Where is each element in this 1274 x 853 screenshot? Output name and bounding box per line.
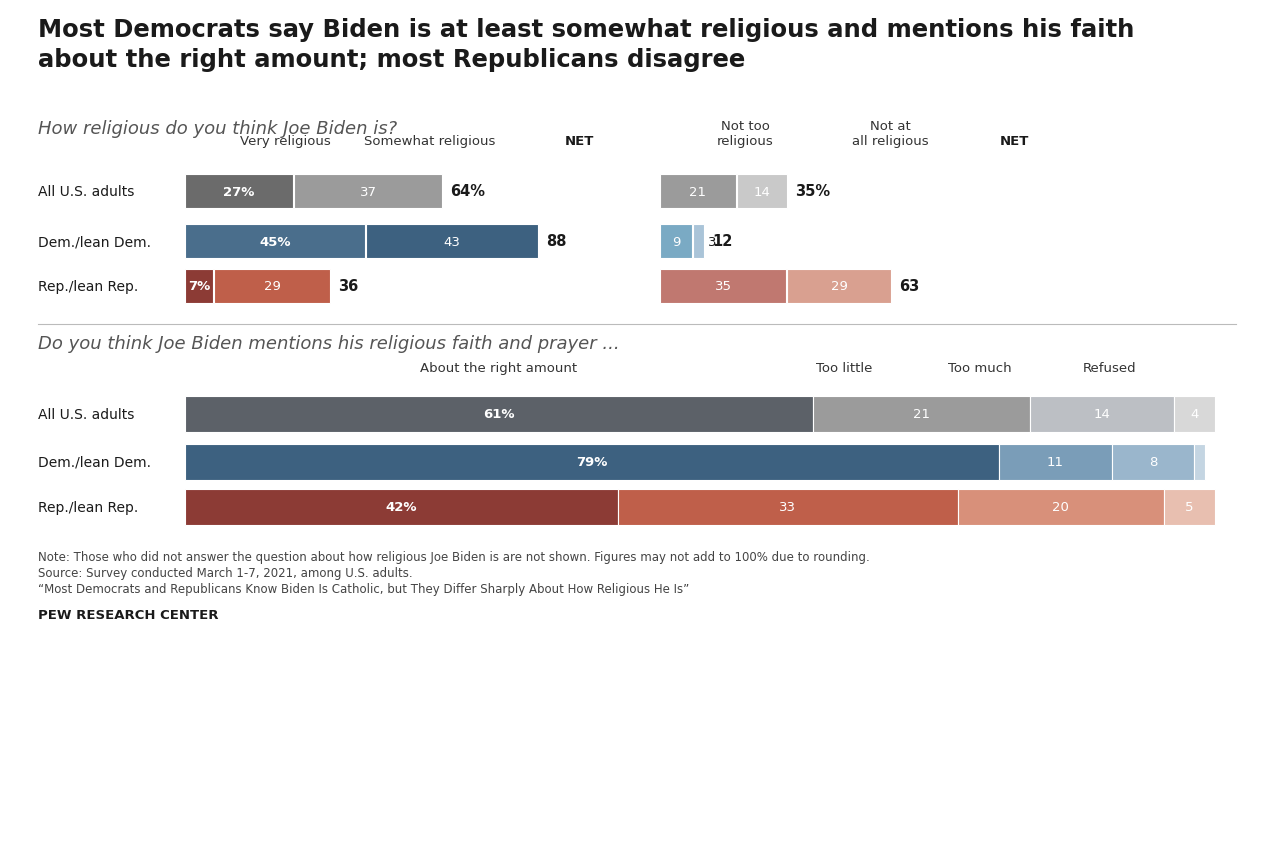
Bar: [1163, 490, 1215, 525]
Bar: [660, 224, 692, 258]
Text: 42%: 42%: [386, 501, 417, 514]
Text: 29: 29: [264, 280, 280, 293]
Text: Dem./lean Dem.: Dem./lean Dem.: [38, 456, 152, 469]
Text: 33: 33: [778, 501, 796, 514]
Text: 11: 11: [1047, 456, 1064, 469]
Text: About the right amount: About the right amount: [420, 362, 577, 374]
Bar: [366, 224, 538, 258]
Bar: [185, 444, 999, 480]
Bar: [214, 270, 330, 304]
Bar: [185, 175, 293, 209]
Text: 21: 21: [913, 408, 930, 421]
Text: Note: Those who did not answer the question about how religious Joe Biden is are: Note: Those who did not answer the quest…: [38, 550, 870, 563]
Text: 4: 4: [1190, 408, 1199, 421]
Text: Dem./lean Dem.: Dem./lean Dem.: [38, 235, 152, 249]
Text: Somewhat religious: Somewhat religious: [364, 135, 496, 148]
Text: All U.S. adults: All U.S. adults: [38, 408, 134, 421]
Text: How religious do you think Joe Biden is?: How religious do you think Joe Biden is?: [38, 120, 397, 138]
Bar: [1173, 397, 1215, 432]
Text: 43: 43: [443, 235, 460, 248]
Text: Not too
religious: Not too religious: [716, 120, 773, 148]
Text: 14: 14: [753, 185, 771, 198]
Text: Not at
all religious: Not at all religious: [852, 120, 929, 148]
Bar: [185, 397, 813, 432]
Text: NET: NET: [564, 135, 595, 148]
Text: Rep./lean Rep.: Rep./lean Rep.: [38, 501, 139, 514]
Bar: [185, 490, 618, 525]
Text: Do you think Joe Biden mentions his religious faith and prayer ...: Do you think Joe Biden mentions his reli…: [38, 334, 619, 352]
Text: 21: 21: [689, 185, 706, 198]
Text: 3: 3: [708, 235, 717, 248]
Text: 88: 88: [547, 235, 567, 249]
Bar: [693, 224, 705, 258]
Bar: [185, 270, 213, 304]
Bar: [787, 270, 892, 304]
Bar: [294, 175, 442, 209]
Text: Very religious: Very religious: [240, 135, 330, 148]
Text: All U.S. adults: All U.S. adults: [38, 185, 134, 199]
Text: Most Democrats say Biden is at least somewhat religious and mentions his faith
a: Most Democrats say Biden is at least som…: [38, 18, 1134, 72]
Bar: [618, 490, 958, 525]
Text: Too much: Too much: [948, 362, 1012, 374]
Bar: [1112, 444, 1195, 480]
Bar: [185, 224, 364, 258]
Text: 27%: 27%: [223, 185, 255, 198]
Text: 14: 14: [1093, 408, 1110, 421]
Text: Source: Survey conducted March 1-7, 2021, among U.S. adults.: Source: Survey conducted March 1-7, 2021…: [38, 566, 413, 579]
Bar: [1195, 444, 1205, 480]
Text: PEW RESEARCH CENTER: PEW RESEARCH CENTER: [38, 608, 219, 621]
Text: Refused: Refused: [1083, 362, 1136, 374]
Text: 63: 63: [899, 279, 920, 294]
Text: 29: 29: [831, 280, 847, 293]
Bar: [999, 444, 1112, 480]
Bar: [1029, 397, 1173, 432]
Text: 64%: 64%: [450, 184, 485, 200]
Text: 12: 12: [712, 235, 733, 249]
Text: 8: 8: [1149, 456, 1157, 469]
Text: “Most Democrats and Republicans Know Biden Is Catholic, but They Differ Sharply : “Most Democrats and Republicans Know Bid…: [38, 583, 689, 595]
Bar: [660, 175, 735, 209]
Text: Rep./lean Rep.: Rep./lean Rep.: [38, 280, 139, 293]
Text: NET: NET: [1000, 135, 1029, 148]
Text: Too little: Too little: [815, 362, 873, 374]
Bar: [736, 175, 787, 209]
Text: 45%: 45%: [259, 235, 290, 248]
Bar: [813, 397, 1029, 432]
Text: 36: 36: [338, 279, 358, 294]
Text: 7%: 7%: [187, 280, 210, 293]
Bar: [660, 270, 786, 304]
Text: 35%: 35%: [795, 184, 831, 200]
Text: 5: 5: [1185, 501, 1194, 514]
Text: 61%: 61%: [483, 408, 515, 421]
Text: 9: 9: [671, 235, 680, 248]
Text: 20: 20: [1052, 501, 1069, 514]
Text: 35: 35: [715, 280, 731, 293]
Text: 37: 37: [359, 185, 377, 198]
Bar: [958, 490, 1163, 525]
Text: 79%: 79%: [576, 456, 608, 469]
